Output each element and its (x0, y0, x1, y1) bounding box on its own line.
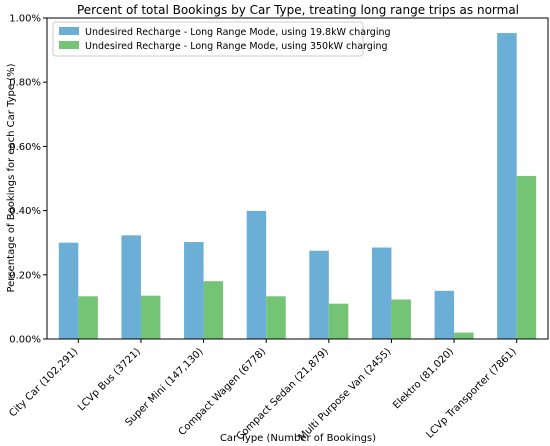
x-axis: City Car (102,291)LCVp Bus (3721)Super M… (7, 339, 519, 443)
bar-s1-5 (371, 247, 392, 339)
bar-s1-1 (121, 235, 141, 339)
bar-s2-2 (203, 281, 224, 339)
bar-s1-3 (246, 210, 267, 339)
bar-s1-2 (184, 242, 204, 339)
x-tick-label: City Car (102,291) (7, 346, 80, 419)
bar-s2-3 (266, 296, 286, 339)
y-tick-label: 0.80% (9, 78, 41, 89)
bar-s1-4 (309, 250, 329, 339)
bar-s2-0 (78, 296, 98, 339)
x-tick-label: Elektro (81,020) (391, 346, 456, 411)
legend: Undesired Recharge - Long Range Mode, us… (52, 21, 391, 57)
legend-box (52, 21, 364, 57)
bar-s1-6 (434, 290, 455, 339)
bar-s2-4 (328, 303, 349, 339)
bar-s1-7 (497, 33, 517, 339)
y-tick-label: 0.40% (9, 206, 41, 217)
bar-s2-6 (454, 332, 474, 339)
plot-frame (46, 17, 549, 340)
bar-s2-1 (140, 295, 161, 339)
chart-title: Percent of total Bookings by Car Type, t… (77, 3, 519, 17)
x-axis-label: Car Type (Number of Bookings) (220, 433, 376, 444)
bar-s2-5 (391, 299, 411, 339)
bars-group (58, 33, 537, 339)
y-axis: 0.00% 0.20% 0.40% 0.60% 0.80% 1.00% (9, 14, 47, 346)
bar-s2-7 (516, 175, 537, 339)
legend-swatch (59, 41, 79, 49)
y-axis-label: Percentage of Bookings for each Car Type… (6, 63, 17, 292)
x-tick-label: LCVp Bus (3721) (76, 346, 143, 413)
y-tick-label: 0.00% (9, 335, 41, 346)
y-tick-label: 0.60% (9, 142, 41, 153)
legend-swatch (59, 27, 79, 35)
bar-s1-0 (58, 242, 79, 339)
legend-entry: Undesired Recharge - Long Range Mode, us… (85, 41, 388, 52)
y-tick-label: 0.20% (9, 270, 41, 281)
y-tick-label: 1.00% (9, 14, 41, 25)
legend-entry: Undesired Recharge - Long Range Mode, us… (85, 27, 391, 38)
